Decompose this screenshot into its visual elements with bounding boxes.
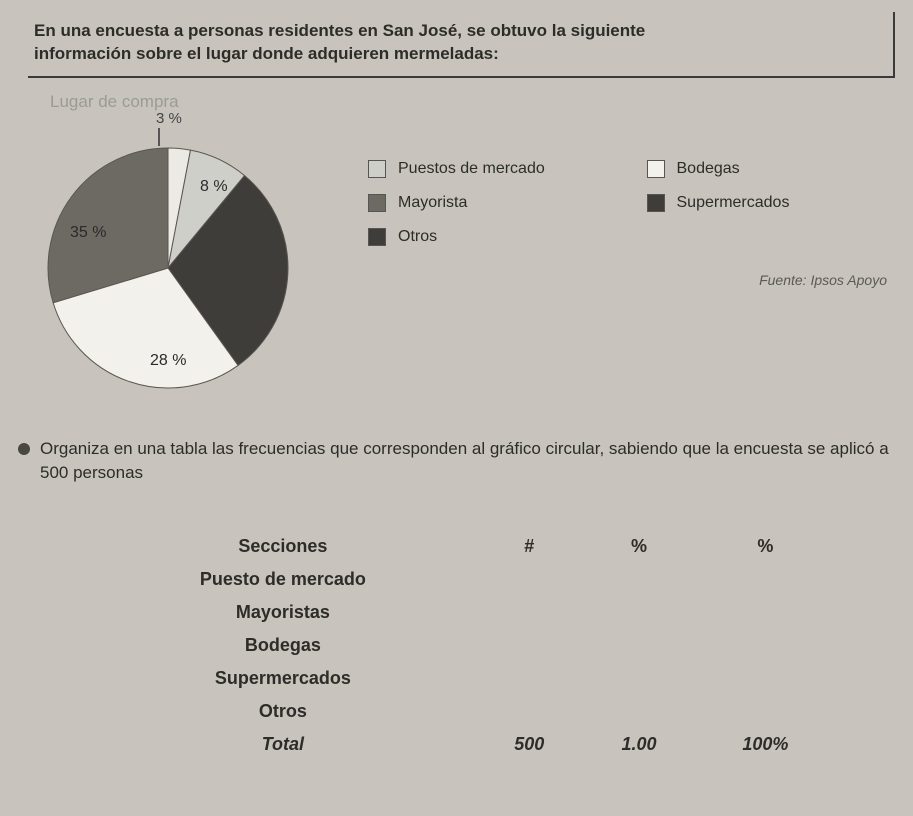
- col-prop: %: [582, 530, 697, 563]
- legend-swatch: [647, 194, 665, 212]
- pie-label-28pct: 28 %: [150, 352, 186, 370]
- row-label: Otros: [89, 695, 477, 728]
- legend-item-otros: Otros: [368, 228, 617, 246]
- col-pct: %: [696, 530, 834, 563]
- table-row: Mayoristas: [89, 596, 835, 629]
- legend-item-supermercados: Supermercados: [647, 194, 896, 212]
- total-label: Total: [89, 728, 477, 761]
- page: En una encuesta a personas residentes en…: [0, 0, 913, 779]
- legend-item-bodegas: Bodegas: [647, 160, 896, 178]
- legend-label: Bodegas: [677, 160, 740, 178]
- row-label: Bodegas: [89, 629, 477, 662]
- legend-swatch: [368, 228, 386, 246]
- question-line2: información sobre el lugar donde adquier…: [34, 44, 499, 63]
- legend-swatch: [647, 160, 665, 178]
- legend-label: Mayorista: [398, 194, 467, 212]
- table-row: Puesto de mercado: [89, 563, 835, 596]
- legend-item-puestos: Puestos de mercado: [368, 160, 617, 178]
- pie-label-35pct: 35 %: [70, 224, 106, 242]
- legend: Puestos de mercado Bodegas Mayorista Sup…: [368, 116, 895, 288]
- chart-row: 3 % 8 % 35 % 28 %: [28, 116, 895, 403]
- col-count: #: [477, 530, 581, 563]
- chart-title: Lugar de compra: [50, 92, 895, 112]
- table-row: Supermercados: [89, 662, 835, 695]
- row-label: Mayoristas: [89, 596, 477, 629]
- total-p: 1.00: [582, 728, 697, 761]
- legend-swatch: [368, 194, 386, 212]
- source-text: Fuente: Ipsos Apoyo: [368, 272, 895, 288]
- table-total-row: Total 500 1.00 100%: [89, 728, 835, 761]
- row-label: Supermercados: [89, 662, 477, 695]
- pie-outer-label-3pct: 3 %: [156, 110, 182, 127]
- question-line1: En una encuesta a personas residentes en…: [34, 21, 645, 40]
- legend-label: Otros: [398, 228, 437, 246]
- legend-label: Puestos de mercado: [398, 160, 545, 178]
- legend-item-mayorista: Mayorista: [368, 194, 617, 212]
- question-box: En una encuesta a personas residentes en…: [28, 12, 895, 78]
- table-row: Bodegas: [89, 629, 835, 662]
- instruction-row: Organiza en una tabla las frecuencias qu…: [28, 437, 895, 485]
- row-label: Puesto de mercado: [89, 563, 477, 596]
- total-pct: 100%: [696, 728, 834, 761]
- instruction-text: Organiza en una tabla las frecuencias qu…: [40, 437, 895, 485]
- legend-swatch: [368, 160, 386, 178]
- total-n: 500: [477, 728, 581, 761]
- frequency-table: Secciones # % % Puesto de mercado Mayori…: [89, 530, 835, 761]
- table-row: Otros: [89, 695, 835, 728]
- legend-label: Supermercados: [677, 194, 790, 212]
- pie-leader-line: [158, 128, 160, 146]
- table-header-row: Secciones # % %: [89, 530, 835, 563]
- col-secciones: Secciones: [89, 530, 477, 563]
- pie-label-8pct: 8 %: [200, 178, 228, 196]
- pie-chart: 3 % 8 % 35 % 28 %: [28, 116, 328, 403]
- bullet-icon: [18, 443, 30, 455]
